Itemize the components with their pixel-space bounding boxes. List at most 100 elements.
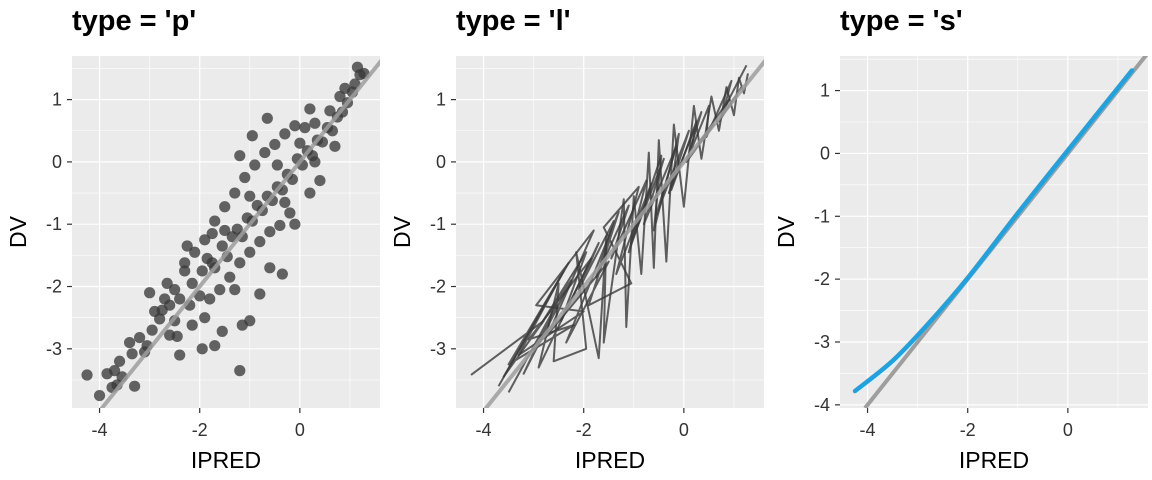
data-point-80 <box>254 236 266 248</box>
data-layer <box>81 59 380 408</box>
data-point-116 <box>329 140 341 152</box>
data-point-87 <box>196 343 208 355</box>
y-tick-label: 1 <box>52 90 62 110</box>
y-tick-label: -4 <box>814 395 830 415</box>
data-point-118 <box>181 240 193 252</box>
data-point-117 <box>161 277 173 289</box>
data-point-60 <box>289 120 301 132</box>
data-point-83 <box>159 293 171 305</box>
data-point-69 <box>199 234 211 246</box>
data-point-74 <box>304 187 316 199</box>
data-point-68 <box>209 215 221 227</box>
data-point-1 <box>81 369 93 381</box>
x-axis-label: IPRED <box>191 447 261 473</box>
y-tick-label: -3 <box>430 339 446 359</box>
panel-title: type = 'l' <box>456 5 571 37</box>
data-point-100 <box>101 368 113 380</box>
data-point-113 <box>244 190 256 202</box>
y-tick-label: -3 <box>814 332 830 352</box>
y-tick-label: -1 <box>46 214 62 234</box>
data-point-88 <box>209 340 221 352</box>
data-point-97 <box>229 284 241 296</box>
data-point-19 <box>196 265 208 277</box>
data-point-96 <box>174 349 186 361</box>
data-point-10 <box>146 324 158 336</box>
data-point-104 <box>234 150 246 162</box>
data-point-107 <box>304 103 316 115</box>
data-point-24 <box>216 240 228 252</box>
y-tick-label: -3 <box>46 339 62 359</box>
y-tick-label: -2 <box>814 269 830 289</box>
minor-grid <box>840 56 1148 408</box>
panel-title: type = 's' <box>840 5 963 37</box>
data-point-55 <box>339 82 351 94</box>
y-tick-label: 0 <box>436 152 446 172</box>
data-point-6 <box>126 348 138 360</box>
data-point-101 <box>93 389 106 402</box>
data-point-89 <box>216 325 228 337</box>
data-point-108 <box>186 319 198 331</box>
x-tick-label: 0 <box>1063 420 1073 440</box>
x-tick-label: -4 <box>860 420 876 440</box>
data-point-62 <box>269 138 281 151</box>
data-point-93 <box>264 262 276 274</box>
data-point-65 <box>239 171 251 184</box>
data-point-70 <box>189 246 201 258</box>
data-point-72 <box>274 219 286 232</box>
panel-2: -4 -2 0 -3 -2 -1 0 1 type = 'l' IPRED DV <box>389 5 764 473</box>
series-line-3 <box>507 64 748 393</box>
data-point-7 <box>123 336 136 349</box>
x-tick-label: -4 <box>476 420 492 440</box>
y-tick-label: -2 <box>430 277 446 297</box>
x-tick-label: 0 <box>679 420 689 440</box>
y-tick-label: -1 <box>430 214 446 234</box>
data-point-61 <box>279 128 291 140</box>
data-point-103 <box>246 130 258 142</box>
data-point-58 <box>309 117 321 129</box>
panel-1: -4 -2 0 -3 -2 -1 0 1 type = 'p' IPRED DV <box>5 5 380 473</box>
data-point-79 <box>244 246 256 258</box>
data-point-67 <box>219 201 231 213</box>
x-tick-label: -4 <box>92 420 108 440</box>
data-point-110 <box>164 329 176 341</box>
x-tick-label: -2 <box>960 420 976 440</box>
y-tick-label: -2 <box>46 277 62 297</box>
data-point-95 <box>234 365 246 377</box>
data-layer <box>852 56 1148 408</box>
x-tick-label: -2 <box>576 420 592 440</box>
y-tick-label: 1 <box>436 90 446 110</box>
y-tick-label: 1 <box>820 81 830 101</box>
data-point-114 <box>271 159 283 171</box>
data-point-112 <box>219 224 231 237</box>
data-point-85 <box>204 293 216 305</box>
data-point-106 <box>294 137 306 149</box>
data-point-77 <box>224 271 236 283</box>
y-axis-label: DV <box>773 215 799 248</box>
smooth-line <box>852 68 1135 394</box>
data-point-76 <box>214 284 226 296</box>
data-point-71 <box>179 265 191 277</box>
data-point-115 <box>309 156 321 168</box>
data-point-105 <box>279 196 291 209</box>
data-point-64 <box>249 159 261 171</box>
y-axis-label: DV <box>389 215 415 248</box>
panel-title: type = 'p' <box>72 5 196 37</box>
data-point-82 <box>149 305 161 318</box>
data-point-57 <box>324 105 336 117</box>
panel-3: -4 -2 0 -4 -3 -2 -1 0 1 type = 's' IPRED DV <box>773 5 1148 473</box>
data-point-121 <box>289 218 301 230</box>
data-point-63 <box>259 146 271 159</box>
x-axis-label: IPRED <box>959 447 1029 473</box>
data-point-16 <box>174 293 186 305</box>
data-point-102 <box>261 112 273 124</box>
x-tick-label: -2 <box>192 420 208 440</box>
data-point-5 <box>113 355 126 367</box>
y-axis-label: DV <box>5 215 31 248</box>
data-point-17 <box>179 257 191 269</box>
data-point-15 <box>169 284 181 296</box>
data-point-73 <box>284 207 296 219</box>
data-point-8 <box>134 332 146 344</box>
data-point-66 <box>229 187 241 199</box>
y-tick-label: -1 <box>814 206 830 226</box>
